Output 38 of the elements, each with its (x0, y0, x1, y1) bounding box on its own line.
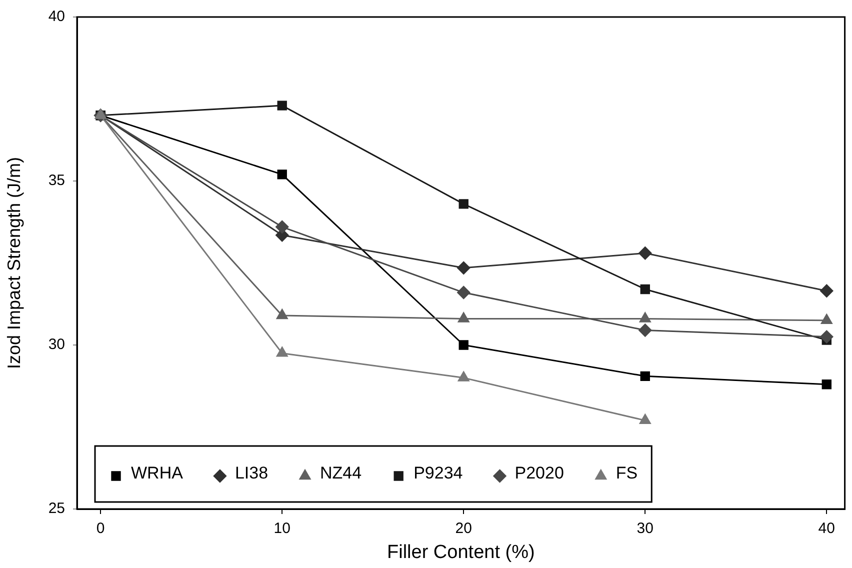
point (276, 308, 288, 320)
point (822, 380, 832, 390)
point (457, 286, 470, 300)
point (458, 371, 470, 382)
point (277, 100, 287, 110)
y-axis-title: Izod Impact Strength (J/m) (4, 156, 24, 370)
x-axis-title: Filler Content (%) (386, 542, 535, 563)
x-tick-label: 20 (455, 520, 472, 538)
x-tick-label: 30 (636, 520, 654, 538)
legend-label: LI38 (234, 464, 268, 483)
legend-label: P9234 (414, 464, 463, 483)
point (639, 414, 651, 424)
point (458, 312, 470, 322)
point (457, 261, 470, 275)
y-tick-label: 35 (48, 172, 65, 190)
point (276, 346, 288, 357)
point (640, 284, 650, 294)
x-tick-label: 0 (96, 520, 105, 538)
point (640, 371, 650, 382)
x-tick-label: 40 (818, 520, 835, 538)
point (458, 340, 468, 350)
y-tick-label: 30 (48, 336, 65, 354)
legend-label: NZ44 (320, 464, 362, 483)
x-tick-label: 10 (274, 520, 290, 538)
point (277, 170, 287, 180)
y-tick-label: 40 (48, 8, 65, 26)
legend-label: WRHA (131, 464, 184, 483)
y-tick-label: 25 (48, 500, 65, 518)
point (639, 312, 651, 322)
point (276, 220, 289, 234)
point (638, 324, 652, 337)
point (820, 284, 834, 298)
point (638, 246, 652, 260)
point (820, 330, 834, 344)
legend-label: FS (616, 464, 638, 483)
point (820, 314, 832, 324)
legend-label: P2020 (514, 464, 564, 483)
point (458, 199, 468, 209)
